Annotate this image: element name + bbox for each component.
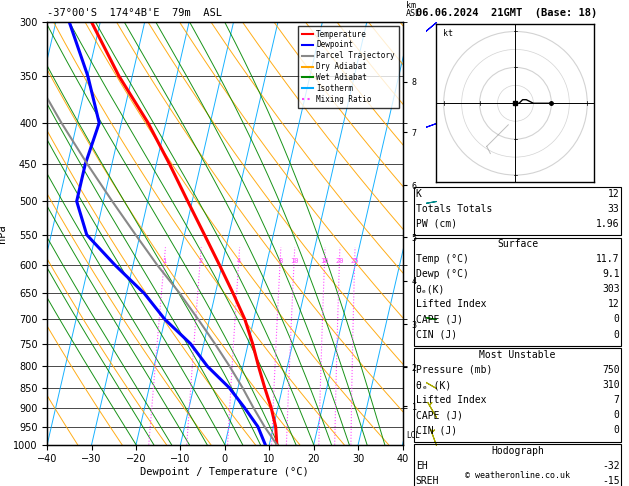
Text: 0: 0 [614, 314, 620, 325]
Text: -32: -32 [602, 461, 620, 471]
Text: 310: 310 [602, 380, 620, 390]
Text: 0: 0 [614, 410, 620, 420]
Text: 33: 33 [608, 204, 620, 214]
Text: 7: 7 [614, 395, 620, 405]
Text: K: K [416, 189, 421, 199]
Text: 20: 20 [335, 258, 343, 263]
Text: LCL: LCL [407, 431, 421, 440]
Text: Temp (°C): Temp (°C) [416, 254, 469, 264]
Text: 16: 16 [320, 258, 329, 263]
Text: 25: 25 [350, 258, 359, 263]
Text: 1: 1 [162, 258, 167, 263]
Text: Lifted Index: Lifted Index [416, 395, 486, 405]
Text: Lifted Index: Lifted Index [416, 299, 486, 310]
Text: θₑ(K): θₑ(K) [416, 284, 445, 295]
Text: -15: -15 [602, 476, 620, 486]
Text: Hodograph: Hodograph [491, 446, 544, 456]
Text: Most Unstable: Most Unstable [479, 350, 556, 360]
Text: 0: 0 [614, 425, 620, 435]
Text: CAPE (J): CAPE (J) [416, 410, 463, 420]
Text: 9.1: 9.1 [602, 269, 620, 279]
Text: SREH: SREH [416, 476, 439, 486]
Text: 0: 0 [614, 330, 620, 340]
Text: 11.7: 11.7 [596, 254, 620, 264]
Text: Pressure (mb): Pressure (mb) [416, 365, 492, 375]
Text: kt: kt [443, 29, 453, 38]
Text: 750: 750 [602, 365, 620, 375]
Text: -37°00'S  174°4B'E  79m  ASL: -37°00'S 174°4B'E 79m ASL [47, 8, 222, 18]
Text: 10: 10 [290, 258, 298, 263]
Text: 303: 303 [602, 284, 620, 295]
Text: 8: 8 [278, 258, 282, 263]
Text: CAPE (J): CAPE (J) [416, 314, 463, 325]
Text: 06.06.2024  21GMT  (Base: 18): 06.06.2024 21GMT (Base: 18) [416, 8, 598, 18]
Text: © weatheronline.co.uk: © weatheronline.co.uk [465, 471, 570, 480]
Text: 12: 12 [608, 189, 620, 199]
Text: θₑ (K): θₑ (K) [416, 380, 451, 390]
Text: 2: 2 [198, 258, 203, 263]
Text: 4: 4 [237, 258, 241, 263]
Text: CIN (J): CIN (J) [416, 425, 457, 435]
Text: PW (cm): PW (cm) [416, 219, 457, 229]
Text: 12: 12 [608, 299, 620, 310]
Text: EH: EH [416, 461, 428, 471]
Text: CIN (J): CIN (J) [416, 330, 457, 340]
Text: Surface: Surface [497, 239, 538, 249]
Legend: Temperature, Dewpoint, Parcel Trajectory, Dry Adiabat, Wet Adiabat, Isotherm, Mi: Temperature, Dewpoint, Parcel Trajectory… [298, 26, 399, 108]
Text: km
ASL: km ASL [406, 1, 421, 18]
Text: 1.96: 1.96 [596, 219, 620, 229]
Text: Dewp (°C): Dewp (°C) [416, 269, 469, 279]
Y-axis label: hPa: hPa [0, 224, 8, 243]
Text: Totals Totals: Totals Totals [416, 204, 492, 214]
X-axis label: Dewpoint / Temperature (°C): Dewpoint / Temperature (°C) [140, 467, 309, 477]
